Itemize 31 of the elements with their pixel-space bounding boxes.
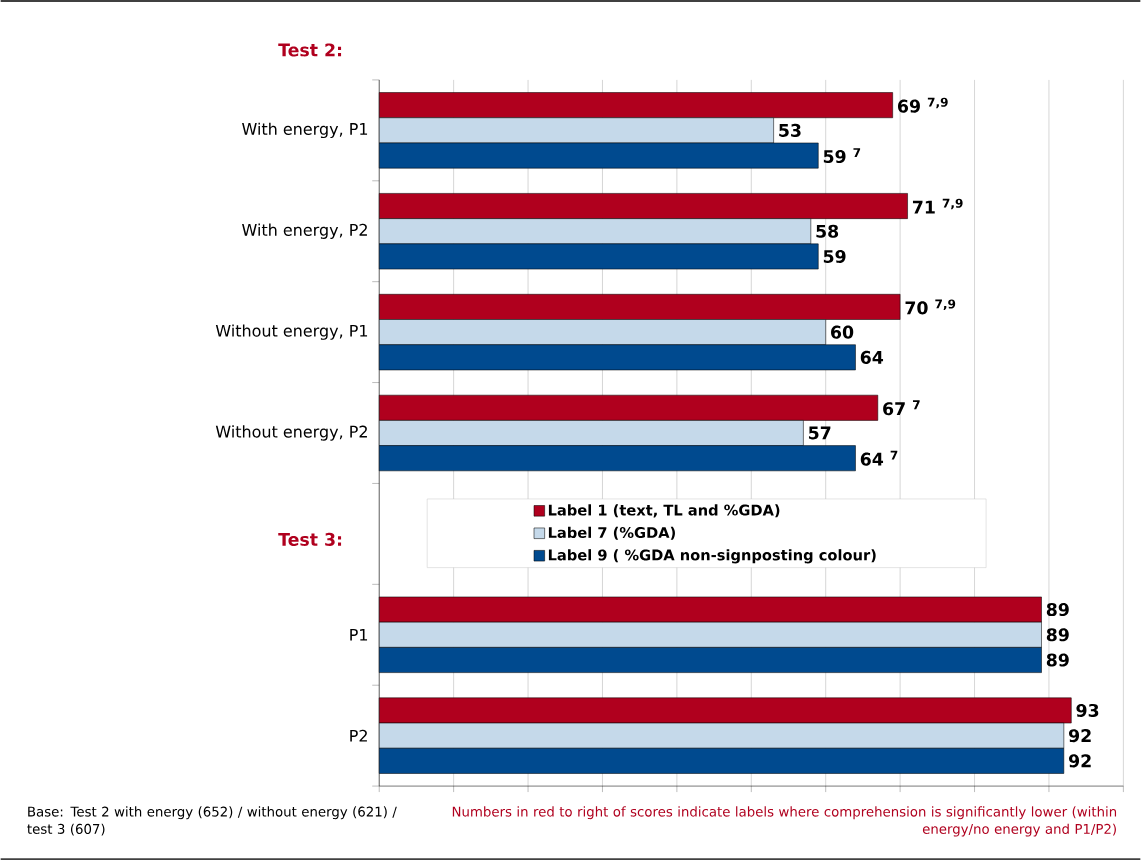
- legend-label: Label 9 ( %GDA non-signposting colour): [548, 549, 876, 564]
- text: Test 2:: [278, 43, 342, 57]
- y-tick-label: With energy, P1: [242, 122, 368, 139]
- data-label: 58: [816, 224, 839, 238]
- data-label: 59: [823, 249, 846, 264]
- text: Base: Test 2 with energy (652) / without energy (621) / test 3 (607): [27, 806, 397, 836]
- data-label: 64 $^{7}$: [860, 450, 898, 466]
- legend-label: Label 1 (text, TL and %GDA): [548, 504, 780, 518]
- data-label: 89: [1046, 653, 1069, 667]
- data-label: 89: [1046, 628, 1069, 642]
- data-label: 67 $^{7}$: [883, 400, 920, 416]
- data-label: 71 $^{7,9}$: [912, 198, 963, 214]
- data-label: 60: [831, 325, 854, 339]
- data-label: 70 $^{7,9}$: [905, 299, 956, 315]
- data-label: 69 $^{7,9}$: [898, 97, 948, 113]
- text: Numbers in red to right of scores indicate labels where comprehension is significantly lower (within energy/no energy and P1/P2): [452, 806, 1117, 837]
- data-label: 93: [1076, 703, 1099, 717]
- legend-label: Label 7 (%GDA): [548, 526, 675, 540]
- data-label: 64: [860, 350, 884, 364]
- text: Test 3:: [278, 532, 342, 546]
- data-label: 92: [1068, 754, 1091, 768]
- data-label: 53: [779, 123, 801, 137]
- y-tick-label: Without energy, P1: [215, 324, 368, 340]
- data-label: 59 $^{7}$: [823, 148, 861, 164]
- y-tick-label: P1: [350, 628, 368, 641]
- y-tick-label: Without energy, P2: [215, 425, 367, 441]
- y-tick-label: P2: [350, 729, 367, 742]
- data-label: 89: [1046, 603, 1069, 617]
- data-label: 57: [808, 426, 831, 440]
- y-tick-label: With energy, P2: [242, 223, 367, 239]
- data-label: 92: [1068, 729, 1091, 743]
